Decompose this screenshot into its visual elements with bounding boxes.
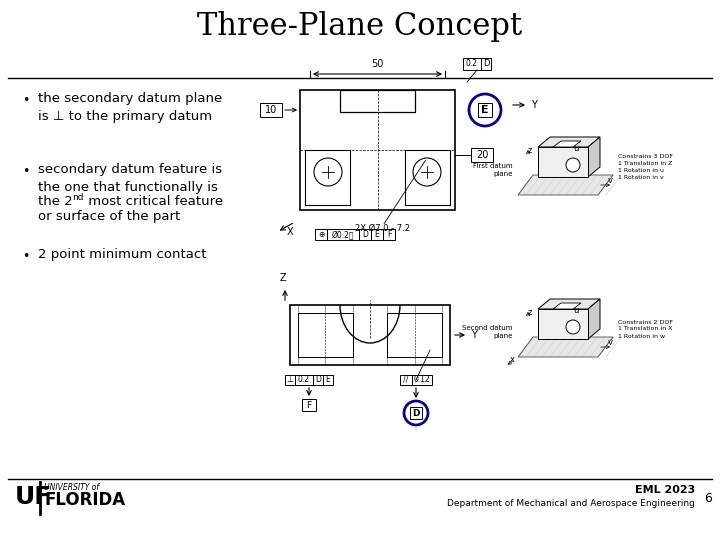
Bar (300, 90, 455, 210)
Polygon shape (588, 299, 600, 339)
Text: Constrains 3 DOF
1 Translation in Z
1 Rotation in u
1 Rotation in v: Constrains 3 DOF 1 Translation in Z 1 Ro… (618, 154, 673, 180)
Circle shape (566, 158, 580, 172)
Text: nd: nd (72, 193, 84, 202)
Text: Y: Y (471, 330, 477, 340)
Text: •: • (22, 165, 30, 178)
Text: v: v (608, 338, 613, 347)
Bar (410, 407, 422, 419)
Bar (463, 58, 491, 70)
Text: UNIVERSITY of: UNIVERSITY of (44, 483, 99, 491)
Polygon shape (538, 137, 600, 147)
Text: Y: Y (531, 100, 537, 110)
Bar (387, 313, 442, 357)
Text: ⊕: ⊕ (318, 230, 324, 239)
Text: 6: 6 (704, 491, 712, 504)
Text: Constrains 2 DOF
1 Translation in X
1 Rotation in w: Constrains 2 DOF 1 Translation in X 1 Ro… (618, 320, 673, 339)
Text: D: D (315, 375, 321, 384)
Text: F: F (307, 401, 312, 409)
Bar (327, 229, 359, 240)
Bar (285, 375, 295, 385)
Text: FLORIDA: FLORIDA (44, 491, 125, 509)
Bar (359, 229, 371, 240)
Bar (538, 309, 588, 339)
Bar (383, 229, 395, 240)
Text: u: u (573, 306, 578, 315)
Text: z: z (528, 146, 532, 155)
Text: or surface of the part: or surface of the part (38, 210, 180, 223)
Bar (295, 375, 313, 385)
Polygon shape (538, 299, 600, 309)
Bar (302, 399, 316, 411)
Text: ⊥: ⊥ (287, 375, 293, 384)
Text: 0.2: 0.2 (466, 59, 478, 69)
Text: 20: 20 (476, 150, 488, 160)
Text: E: E (481, 105, 489, 115)
Text: z: z (528, 308, 532, 317)
Polygon shape (518, 337, 613, 357)
Polygon shape (553, 141, 581, 147)
Text: x: x (510, 355, 515, 364)
Text: Z: Z (279, 273, 287, 283)
Bar (478, 103, 492, 117)
Text: ∕∕: ∕∕ (403, 375, 409, 384)
Bar (340, 90, 415, 112)
Bar (323, 375, 333, 385)
Bar (412, 375, 432, 385)
Bar (305, 150, 350, 205)
Bar (405, 150, 450, 205)
Text: the 2: the 2 (38, 195, 73, 208)
Bar (260, 103, 282, 117)
Text: the secondary datum plane
is ⊥ to the primary datum: the secondary datum plane is ⊥ to the pr… (38, 92, 222, 123)
Text: 2X Ø7.0 - 7.2: 2X Ø7.0 - 7.2 (355, 224, 410, 233)
Polygon shape (518, 175, 613, 195)
Text: F: F (387, 230, 391, 239)
Text: •: • (22, 250, 30, 263)
Circle shape (566, 320, 580, 334)
Text: v: v (608, 176, 613, 185)
Text: 0.12: 0.12 (413, 375, 431, 384)
Text: u: u (573, 144, 578, 153)
Text: secondary datum feature is
the one that functionally is: secondary datum feature is the one that … (38, 163, 222, 194)
Text: D: D (362, 230, 368, 239)
Text: UF: UF (15, 485, 53, 509)
Text: EML 2023: EML 2023 (635, 485, 695, 495)
Text: E: E (325, 375, 330, 384)
Text: Ø0.2Ⓜ: Ø0.2Ⓜ (332, 230, 354, 239)
Polygon shape (553, 303, 581, 309)
Text: Three-Plane Concept: Three-Plane Concept (197, 11, 523, 43)
Bar (371, 229, 383, 240)
Text: 50: 50 (372, 59, 384, 69)
Text: most critical feature: most critical feature (84, 195, 223, 208)
Text: D: D (482, 59, 490, 69)
Polygon shape (588, 137, 600, 177)
Text: First datum
plane: First datum plane (473, 163, 513, 177)
Bar (471, 148, 493, 162)
Text: E: E (374, 230, 379, 239)
Bar (298, 313, 353, 357)
Bar (315, 229, 327, 240)
Text: •: • (22, 94, 30, 107)
Text: 2 point minimum contact: 2 point minimum contact (38, 248, 207, 261)
Text: Second datum
plane: Second datum plane (462, 325, 513, 339)
Text: Department of Mechanical and Aerospace Engineering: Department of Mechanical and Aerospace E… (447, 500, 695, 509)
Bar (290, 305, 450, 365)
Bar (400, 375, 412, 385)
Bar (538, 147, 588, 177)
Bar (313, 375, 323, 385)
Text: D: D (413, 408, 420, 417)
Text: 0.2: 0.2 (298, 375, 310, 384)
Text: 10: 10 (265, 105, 277, 115)
Text: X: X (287, 227, 294, 237)
